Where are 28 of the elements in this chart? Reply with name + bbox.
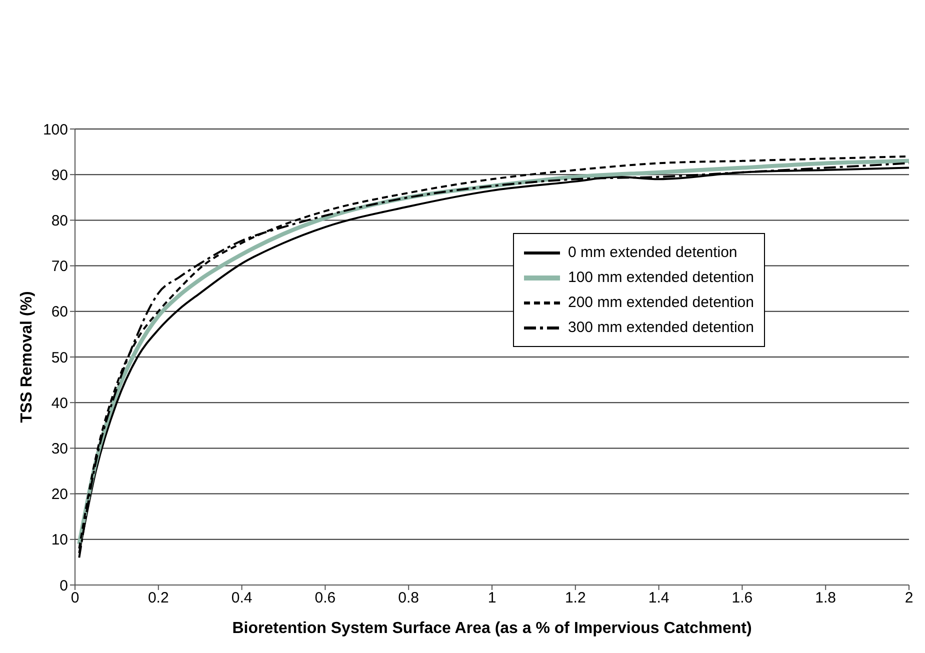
legend-label: 300 mm extended detention (568, 319, 754, 336)
x-tick-label: 0.4 (231, 590, 252, 607)
x-tick-label: 1.4 (648, 590, 670, 607)
legend-label: 100 mm extended detention (568, 269, 754, 286)
x-tick-label: 1.6 (732, 590, 753, 607)
y-tick-label: 100 (42, 121, 68, 138)
x-axis-title: Bioretention System Surface Area (as a % of Impervious Catchment) (232, 620, 752, 637)
y-tick-label: 80 (51, 212, 68, 230)
y-axis-title: TSS Removal (%) (18, 291, 36, 423)
y-tick-label: 40 (51, 394, 68, 412)
x-tick-label: 1 (488, 590, 496, 607)
legend-label: 200 mm extended detention (568, 294, 754, 311)
y-tick-label: 70 (51, 258, 68, 276)
x-tick-label: 0 (70, 590, 80, 607)
y-tick-label: 60 (51, 304, 68, 321)
y-tick-label: 50 (51, 349, 68, 366)
x-tick-label: 0.6 (314, 590, 336, 607)
x-tick-label: 1.2 (564, 590, 586, 607)
y-tick-label: 20 (51, 486, 68, 504)
y-tick-label: 30 (51, 440, 68, 458)
x-tick-label: 0.2 (148, 590, 169, 607)
x-tick-label: 0.8 (398, 590, 420, 607)
y-tick-label: 90 (51, 166, 68, 184)
y-tick-label: 0 (60, 577, 68, 594)
x-tick-label: 1.8 (815, 590, 836, 607)
x-tick-label: 2 (904, 590, 914, 607)
legend-label: 0 mm extended detention (568, 244, 738, 261)
y-tick-label: 10 (51, 532, 68, 549)
